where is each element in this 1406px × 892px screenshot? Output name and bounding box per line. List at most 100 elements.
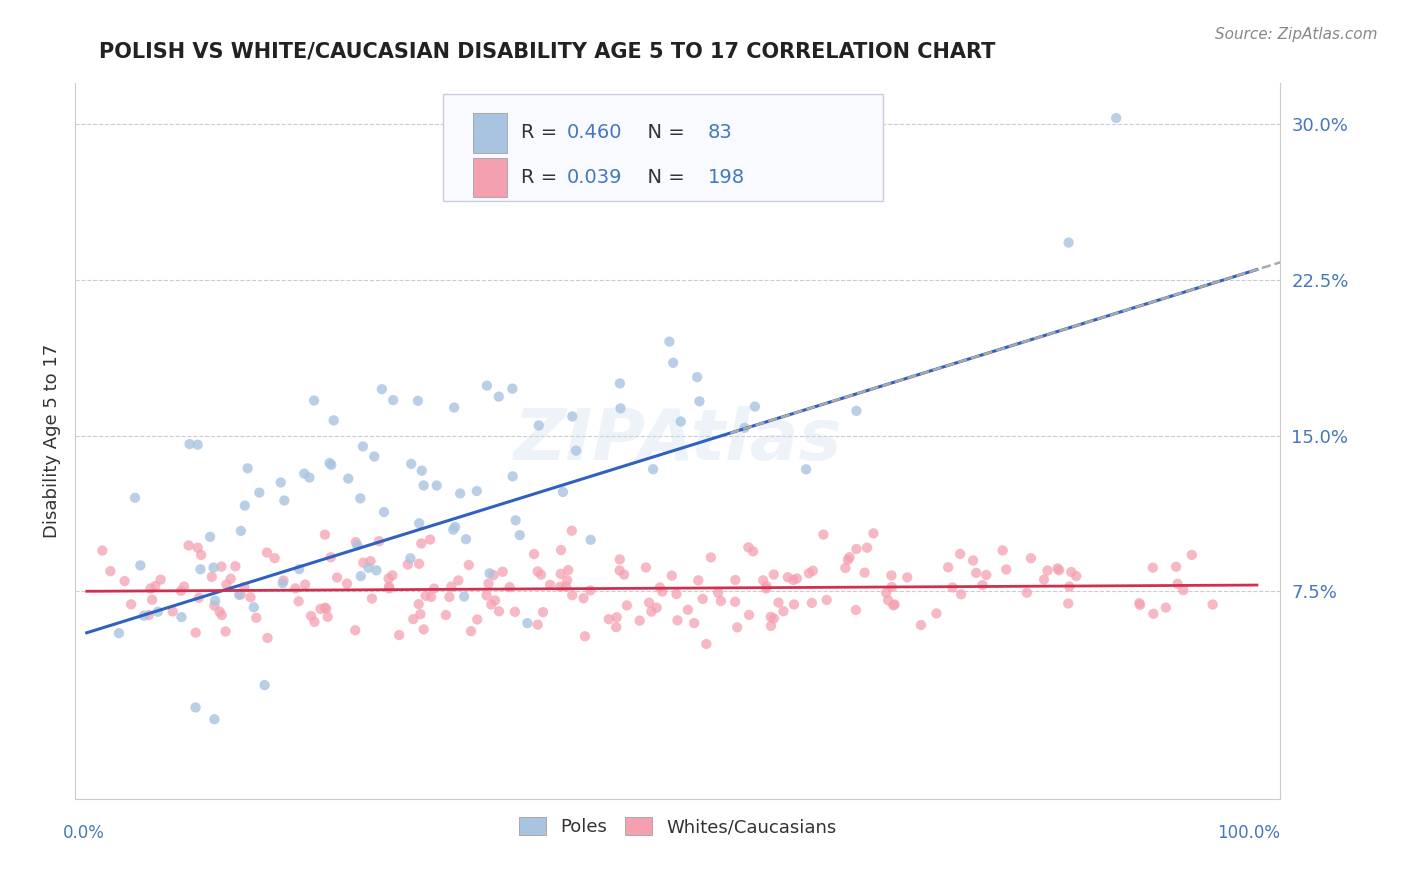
Point	[551, 484, 574, 499]
Point	[658, 334, 681, 349]
Point	[1015, 586, 1038, 600]
Point	[211, 608, 233, 623]
Point	[396, 558, 419, 572]
Point	[565, 443, 588, 458]
Point	[209, 559, 232, 574]
Point	[991, 543, 1014, 558]
Point	[662, 356, 685, 370]
Point	[344, 624, 367, 638]
Point	[550, 543, 572, 558]
Point	[645, 600, 668, 615]
Point	[502, 469, 524, 483]
Point	[1033, 573, 1056, 587]
Point	[322, 413, 344, 427]
Point	[229, 524, 252, 538]
Point	[173, 580, 195, 594]
Point	[477, 576, 499, 591]
Text: 0.0%: 0.0%	[63, 824, 105, 842]
Point	[114, 574, 136, 588]
Point	[638, 596, 661, 610]
Point	[1060, 565, 1083, 579]
Point	[247, 485, 270, 500]
Point	[725, 620, 748, 634]
Point	[382, 393, 405, 408]
Text: Source: ZipAtlas.com: Source: ZipAtlas.com	[1215, 27, 1378, 42]
Point	[936, 560, 959, 574]
Point	[187, 591, 209, 605]
Point	[742, 544, 765, 558]
Point	[138, 608, 160, 623]
Point	[349, 491, 371, 506]
Point	[434, 607, 457, 622]
Point	[426, 478, 449, 492]
Point	[179, 437, 201, 451]
Point	[292, 467, 315, 481]
Point	[412, 478, 434, 492]
Point	[845, 603, 868, 617]
Point	[143, 579, 166, 593]
Point	[492, 565, 515, 579]
Point	[759, 610, 782, 624]
Point	[482, 568, 505, 582]
Point	[755, 579, 778, 593]
Point	[201, 570, 224, 584]
Point	[187, 438, 209, 452]
Point	[270, 475, 292, 490]
Point	[263, 551, 285, 566]
Point	[399, 551, 422, 566]
Text: R =: R =	[522, 168, 564, 186]
Point	[616, 599, 638, 613]
Point	[686, 370, 709, 384]
Y-axis label: Disability Age 5 to 17: Disability Age 5 to 17	[44, 343, 60, 538]
Point	[457, 558, 479, 572]
Text: 0.039: 0.039	[567, 168, 623, 186]
Point	[962, 553, 984, 567]
FancyBboxPatch shape	[472, 158, 506, 197]
Point	[256, 631, 278, 645]
Point	[561, 524, 583, 538]
Point	[695, 637, 717, 651]
Point	[557, 563, 579, 577]
Point	[149, 573, 172, 587]
Point	[439, 590, 461, 604]
Point	[352, 556, 374, 570]
FancyBboxPatch shape	[443, 94, 883, 201]
Point	[129, 558, 152, 573]
Point	[294, 577, 316, 591]
Point	[162, 604, 184, 618]
Point	[415, 589, 437, 603]
Point	[579, 533, 602, 547]
Point	[877, 593, 900, 607]
Point	[501, 382, 523, 396]
Point	[1057, 235, 1080, 250]
Point	[363, 450, 385, 464]
Point	[609, 563, 631, 577]
Point	[523, 547, 546, 561]
Point	[972, 578, 994, 592]
Point	[318, 456, 340, 470]
Point	[204, 712, 226, 726]
Point	[734, 421, 756, 435]
Point	[1059, 580, 1081, 594]
Point	[350, 569, 373, 583]
Point	[1064, 569, 1087, 583]
Point	[772, 604, 794, 618]
Text: 198: 198	[707, 168, 745, 186]
Point	[801, 564, 824, 578]
Point	[190, 548, 212, 562]
Point	[170, 610, 193, 624]
Point	[550, 566, 572, 581]
Point	[762, 611, 785, 625]
Point	[634, 560, 657, 574]
Text: ZIPAtlas: ZIPAtlas	[513, 406, 842, 475]
Point	[378, 582, 401, 596]
Point	[336, 576, 359, 591]
Point	[628, 614, 651, 628]
Point	[420, 590, 443, 604]
Point	[1142, 607, 1164, 621]
Point	[1047, 563, 1070, 577]
Point	[572, 591, 595, 606]
Point	[755, 582, 778, 596]
Point	[965, 566, 987, 580]
Point	[676, 603, 699, 617]
